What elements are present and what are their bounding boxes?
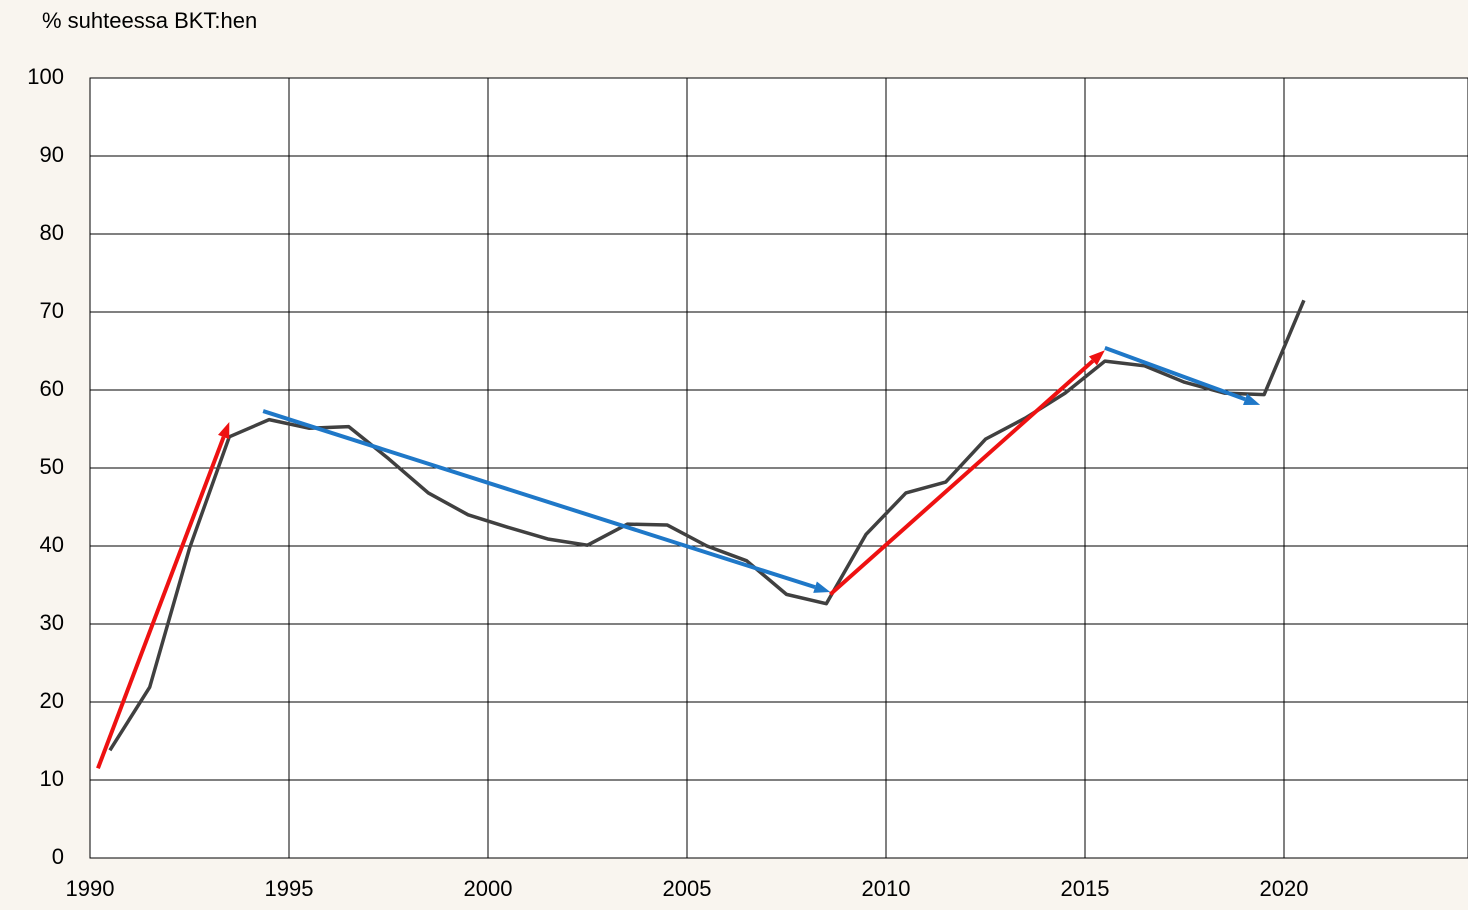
data-line [108,299,1306,752]
arrow-head [1088,350,1105,366]
y-tick-label: 40 [40,532,64,557]
arrow-head [218,421,230,440]
trend-arrow [828,359,1095,596]
x-tick-label: 2015 [1061,876,1110,901]
y-tick-label: 100 [27,64,64,89]
y-tick-label: 10 [40,766,64,791]
arrow-head [813,581,831,593]
x-tick-label: 2010 [862,876,911,901]
trend-arrow [96,436,226,770]
trend-arrow [262,409,816,590]
x-tick-label: 2000 [464,876,513,901]
y-tick-label: 0 [52,844,64,869]
chart-title: % suhteessa BKT:hen [42,8,257,33]
y-tick-label: 80 [40,220,64,245]
x-tick-label: 2005 [663,876,712,901]
y-tick-label: 60 [40,376,64,401]
y-tick-label: 90 [40,142,64,167]
y-tick-label: 20 [40,688,64,713]
trend-arrow [1104,346,1246,402]
arrow-head [1243,393,1261,405]
x-tick-label: 2020 [1260,876,1309,901]
x-tick-label: 1995 [265,876,314,901]
y-tick-label: 50 [40,454,64,479]
y-tick-label: 30 [40,610,64,635]
y-tick-label: 70 [40,298,64,323]
x-tick-label: 1990 [66,876,115,901]
